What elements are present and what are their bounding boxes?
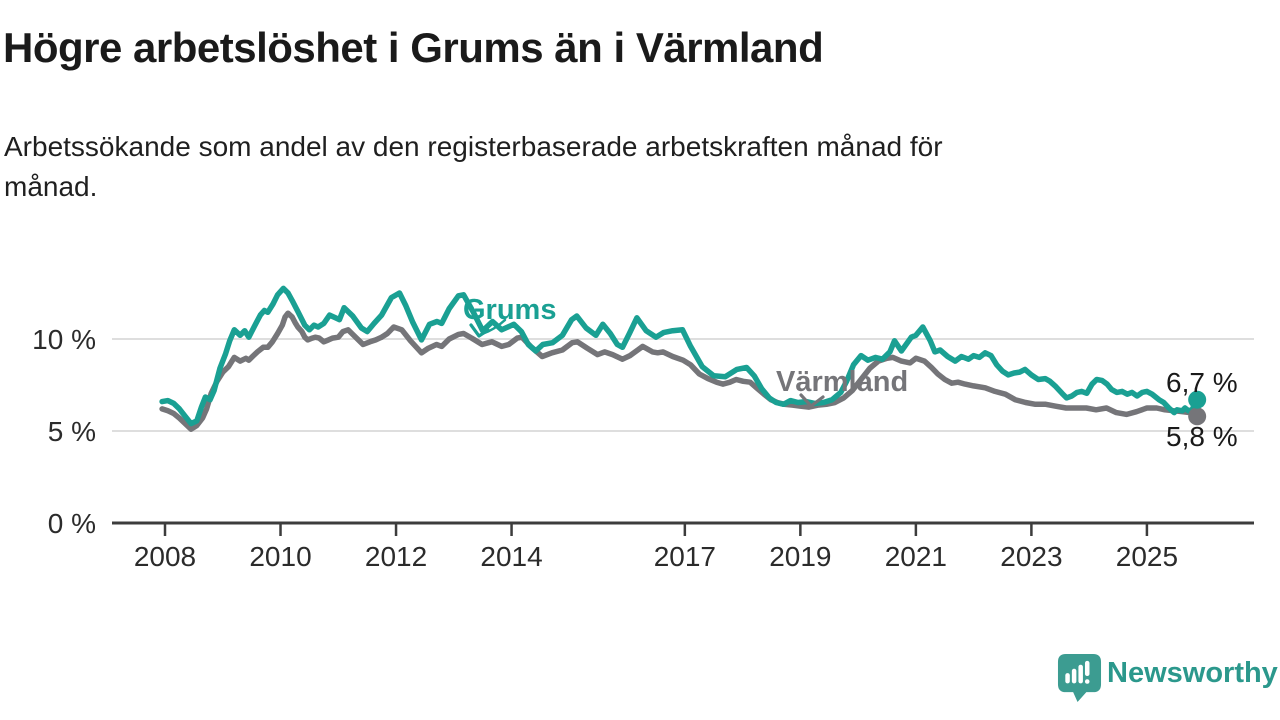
series-line-vrmland (159, 310, 1200, 432)
varmland-label-arrow-icon (799, 393, 825, 408)
series-end-dot-grums (1188, 390, 1207, 409)
varmland-end-value: 5,8 % (1166, 421, 1238, 452)
x-axis-tick-label: 2017 (654, 541, 716, 572)
chart-subtitle-line-1: Arbetssökande som andel av den registerb… (4, 131, 943, 162)
y-axis-tick-label: 10 % (32, 324, 96, 355)
y-axis-tick-label: 5 % (48, 416, 96, 447)
series-line-grums (159, 285, 1200, 427)
newsworthy-wordmark: Newsworthy (1107, 657, 1278, 689)
x-axis-tick-label: 2023 (1000, 541, 1062, 572)
x-axis-tick-label: 2012 (365, 541, 427, 572)
x-axis-tick-label: 2010 (249, 541, 311, 572)
chart-subtitle-line-2: månad. (4, 171, 98, 202)
x-axis-tick-label: 2021 (885, 541, 947, 572)
grums-series-label: Grums (463, 294, 557, 326)
newsworthy-logo: Newsworthy (1050, 650, 1280, 710)
varmland-series-label: Värmland (776, 366, 909, 398)
x-axis-tick-label: 2008 (134, 541, 196, 572)
grums-end-value: 6,7 % (1166, 367, 1238, 398)
series-end-dot-vrmland (1188, 407, 1207, 426)
chart-subtitle: Arbetssökande som andel av den registerb… (4, 127, 1204, 207)
x-axis-tick-label: 2014 (480, 541, 542, 572)
x-axis-tick-label: 2019 (769, 541, 831, 572)
bar-chart-speech-bubble-icon (1057, 654, 1102, 702)
y-axis-tick-label: 0 % (48, 508, 96, 539)
grums-label-arrow-icon (469, 318, 507, 338)
x-axis-tick-label: 2025 (1116, 541, 1178, 572)
page-title: Högre arbetslöshet i Grums än i Värmland (3, 24, 824, 71)
